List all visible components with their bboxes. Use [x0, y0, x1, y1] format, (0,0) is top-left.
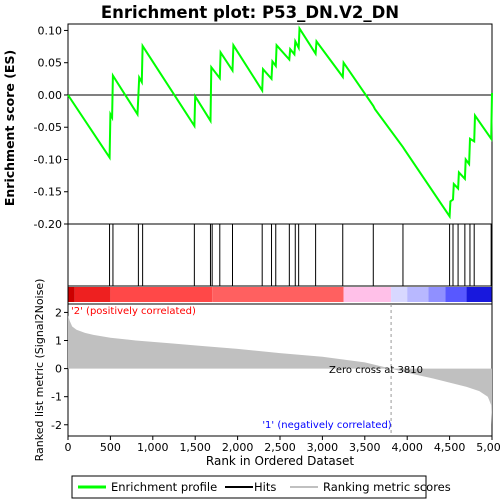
rank-xtick-label: 1,500	[179, 441, 211, 454]
legend-label: Enrichment profile	[111, 480, 217, 494]
hits-frame	[67, 223, 493, 287]
heat-segment	[466, 287, 492, 302]
es-frame	[67, 23, 493, 225]
heat-segment	[212, 287, 344, 302]
negative-label: '1' (negatively correlated)	[262, 420, 391, 431]
es-ytick-label: -0.15	[34, 186, 62, 199]
rank-xtick-label: 500	[100, 441, 121, 454]
hits-panel	[67, 223, 493, 287]
enrichment-profile-line	[67, 25, 493, 220]
rank-xtick-label: 0	[65, 441, 72, 454]
es-ytick-label: -0.05	[34, 121, 62, 134]
ranked-metric-panel: 210-1-20 500 1,000 1,500 2,000 2,500 3,000 3,50…	[51, 303, 500, 454]
rank-ytick-label: 1	[55, 335, 62, 348]
rank-xtick-label: 5,000	[476, 441, 500, 454]
heat-bar	[67, 285, 493, 305]
rank-ytick-label: 2	[55, 306, 62, 319]
rank-xtick-label: 4,000	[391, 441, 423, 454]
positive-label: '2' (positively correlated)	[71, 306, 196, 317]
legend-label: Ranking metric scores	[323, 480, 451, 494]
legend: Enrichment profile Hits Ranking metric sco…	[71, 475, 451, 499]
rank-ytick-label: -2	[51, 419, 62, 432]
rank-xtick-label: 1,000	[137, 441, 169, 454]
rank-xtick-label: 3,500	[349, 441, 381, 454]
heat-segment	[74, 287, 111, 302]
rank-ytick-label: 0	[55, 363, 62, 376]
es-ytick-label: -0.10	[34, 153, 62, 166]
es-ylabel: Enrichment score (ES)	[2, 50, 17, 206]
heat-segment	[110, 287, 213, 302]
rank-xtick-label: 3,000	[307, 441, 339, 454]
ranking-metric-area	[68, 315, 492, 425]
legend-label: Hits	[254, 480, 276, 494]
heat-segment	[407, 287, 429, 302]
heat-segment	[391, 287, 408, 302]
heat-segment	[68, 287, 75, 302]
zero-cross-label: Zero cross at 3810	[329, 365, 423, 376]
es-ytick-label: -0.20	[34, 218, 62, 231]
es-ytick-label: 0.10	[38, 24, 63, 37]
rank-ytick-label: -1	[51, 391, 62, 404]
heat-segment	[343, 287, 392, 302]
chart-title: Enrichment plot: P53_DN.V2_DN	[101, 3, 399, 22]
rank-xtick-label: 4,500	[434, 441, 466, 454]
heat-segment	[428, 287, 446, 302]
rank-xtick-label: 2,000	[222, 441, 254, 454]
rank-ylabel: Ranked list metric (Signal2Noise)	[33, 279, 46, 462]
heat-segment	[445, 287, 467, 302]
es-panel: 0.10 0.05 0.00 -0.05 -0.10 -0.15 -0.20	[34, 23, 493, 231]
es-ytick-label: 0.05	[38, 57, 63, 70]
es-ytick-label: 0.00	[38, 89, 63, 102]
rank-xlabel: Rank in Ordered Dataset	[206, 454, 354, 468]
rank-xtick-label: 2,500	[264, 441, 296, 454]
